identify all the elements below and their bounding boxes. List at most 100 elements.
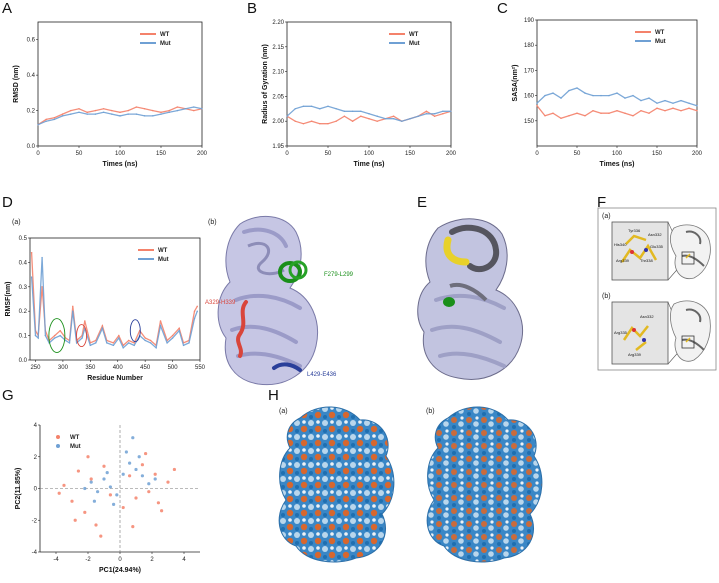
data-point-wt bbox=[672, 107, 674, 109]
d-sublabel-b: (b) bbox=[208, 219, 217, 226]
data-point-mut bbox=[30, 276, 33, 278]
y-tick-label: 0.4 bbox=[19, 260, 28, 266]
x-axis-label: Time (ns) bbox=[354, 161, 385, 168]
data-point-wt bbox=[176, 106, 179, 108]
data-point-mut bbox=[442, 110, 444, 112]
panel-label-g: G bbox=[2, 387, 14, 404]
scatter-point-mut bbox=[115, 493, 119, 497]
legend-swatch-mut bbox=[56, 444, 60, 448]
legend-label-mut: Mut bbox=[655, 39, 666, 45]
data-point-wt bbox=[536, 104, 538, 107]
region-l429-e436 bbox=[272, 362, 302, 372]
data-point-mut bbox=[624, 97, 626, 99]
scatter-point-mut bbox=[96, 490, 100, 494]
legend-label-wt: WT bbox=[70, 435, 80, 441]
y-tick-label: 160 bbox=[524, 94, 535, 100]
data-point-wt bbox=[294, 120, 296, 122]
scatter-point-wt bbox=[160, 509, 164, 513]
x-tick-label: 450 bbox=[140, 365, 151, 371]
data-point-mut bbox=[53, 337, 56, 339]
data-point-mut bbox=[176, 109, 179, 112]
scatter-point-mut bbox=[102, 477, 106, 481]
data-point-mut bbox=[81, 337, 83, 339]
data-point-wt bbox=[94, 109, 97, 112]
data-point-mut bbox=[648, 97, 650, 99]
data-point-mut bbox=[159, 325, 162, 327]
legend-label-wt: WT bbox=[160, 32, 170, 38]
data-point-wt bbox=[152, 109, 154, 112]
data-point-mut bbox=[632, 94, 634, 97]
data-point-mut bbox=[133, 344, 135, 347]
data-point-wt bbox=[335, 120, 337, 122]
data-point-wt bbox=[632, 115, 634, 117]
panel-label-b: B bbox=[247, 0, 257, 17]
data-point-wt bbox=[196, 305, 198, 308]
data-point-mut bbox=[149, 342, 152, 344]
data-point-mut bbox=[152, 115, 154, 117]
y-axis-label: RMSD (nm) bbox=[13, 65, 20, 103]
data-point-wt bbox=[302, 122, 305, 125]
x-tick-label: 100 bbox=[115, 151, 126, 157]
data-point-mut bbox=[64, 339, 67, 342]
data-point-mut bbox=[335, 108, 337, 110]
x-tick-label: 100 bbox=[364, 151, 375, 157]
x-tick-label: -2 bbox=[85, 557, 91, 563]
data-point-wt bbox=[360, 115, 362, 117]
y-tick-label: 1.95 bbox=[272, 144, 284, 150]
x-axis-label: Times (ns) bbox=[600, 161, 635, 168]
scatter-point-wt bbox=[144, 451, 148, 456]
x-tick-label: 150 bbox=[405, 151, 416, 157]
data-point-mut bbox=[86, 113, 88, 115]
label-f279-l299: F279-L299 bbox=[324, 272, 354, 278]
protein-structure-d bbox=[217, 215, 318, 386]
rmsf-chart: 250 300 350 400 450 500 550 0.0 0.1 0.2 0.3 0.4 0.5 R… bbox=[5, 236, 206, 382]
x-axis-label: PC1(24.94%) bbox=[99, 567, 141, 574]
f-res-a-3: Glu335 bbox=[650, 244, 664, 249]
surface-model-a bbox=[278, 406, 395, 563]
x-tick-label: 4 bbox=[182, 557, 186, 563]
data-point-wt bbox=[149, 339, 152, 342]
data-point-mut bbox=[155, 347, 157, 349]
f-sublabel-b: (b) bbox=[602, 293, 611, 300]
data-point-wt bbox=[351, 120, 354, 122]
data-point-wt bbox=[119, 111, 121, 114]
y-tick-label: 2 bbox=[34, 455, 38, 461]
y-tick-label: 0.2 bbox=[27, 109, 36, 115]
x-tick-label: 500 bbox=[168, 365, 179, 371]
data-point-wt bbox=[41, 286, 43, 288]
data-point-mut bbox=[184, 108, 187, 110]
data-point-mut bbox=[45, 120, 47, 122]
data-point-mut bbox=[368, 113, 370, 115]
data-point-wt bbox=[86, 111, 88, 114]
data-point-wt bbox=[680, 110, 682, 112]
scatter-point-wt bbox=[172, 467, 176, 472]
scatter-point-wt bbox=[83, 510, 87, 514]
data-point-wt bbox=[59, 330, 61, 332]
data-point-mut bbox=[59, 334, 61, 337]
f-res-a-5: Thr338 bbox=[640, 258, 653, 263]
legend-label-wt: WT bbox=[409, 32, 419, 38]
y-tick-label: 0.4 bbox=[27, 73, 36, 79]
scatter-point-wt bbox=[166, 480, 170, 484]
data-point-wt bbox=[442, 113, 444, 115]
data-point-mut bbox=[68, 342, 71, 344]
x-tick-label: 0 bbox=[285, 151, 289, 157]
scatter-point-wt bbox=[89, 477, 93, 481]
data-point-mut bbox=[640, 99, 642, 102]
data-point-mut bbox=[106, 342, 108, 344]
scatter-point-mut bbox=[134, 467, 138, 472]
x-tick-label: 100 bbox=[612, 151, 623, 157]
x-tick-label: 550 bbox=[195, 365, 206, 371]
panel-label-a: A bbox=[2, 0, 12, 17]
y-tick-label: 0.6 bbox=[27, 38, 36, 44]
data-point-wt bbox=[592, 110, 594, 112]
data-point-mut bbox=[360, 110, 362, 112]
data-point-wt bbox=[568, 115, 570, 117]
x-tick-label: 2 bbox=[150, 557, 154, 563]
data-point-mut bbox=[536, 102, 538, 104]
data-point-mut bbox=[376, 115, 378, 117]
scatter-point-mut bbox=[153, 477, 157, 481]
data-point-wt bbox=[376, 120, 378, 122]
scatter-point-mut bbox=[89, 480, 93, 484]
f-res-b-2: Arg339 bbox=[628, 352, 642, 357]
